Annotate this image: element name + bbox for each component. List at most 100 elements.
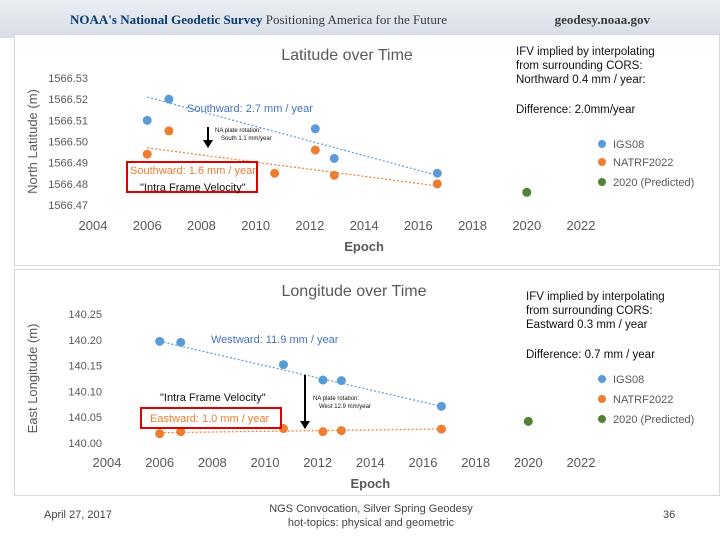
blue-rate-label: Southward: 2.7 mm / year <box>187 103 313 115</box>
legend-entry: IGS08 <box>613 374 644 386</box>
legend-marker <box>598 375 606 383</box>
data-point-igs08 <box>155 336 165 346</box>
footer-event-line-2: hot-topics: physical and geometric <box>287 517 455 529</box>
x-tick-label: 2020 <box>514 455 543 470</box>
x-tick-label: 2018 <box>458 218 487 233</box>
intra-frame-velocity-label: "Intra Frame Velocity" <box>140 182 246 194</box>
data-point-igs08 <box>164 94 174 104</box>
legend-marker <box>598 158 606 166</box>
x-tick-label: 2020 <box>512 218 541 233</box>
latitude-chart: Latitude over Time 1566.47 1566.48 1566.49 1… <box>25 47 694 254</box>
data-point-igs08 <box>176 337 186 347</box>
x-tick-label: 2006 <box>133 218 162 233</box>
data-point-igs08 <box>278 360 288 370</box>
footer-page-number: 36 <box>663 509 676 521</box>
legend-entry: IGS08 <box>613 139 644 151</box>
data-point-igs08 <box>432 168 442 178</box>
x-tick-label: 2010 <box>241 218 270 233</box>
highlight-box <box>126 161 258 193</box>
data-point-natrf2022 <box>329 170 339 180</box>
x-tick-label: 2016 <box>404 218 433 233</box>
x-tick-label: 2012 <box>303 455 332 470</box>
plate-rotation-label: NA plate rotation: <box>313 396 359 402</box>
longitude-chart-panel: Longitude over Time 140.00 140.05 140.10 140… <box>14 269 720 496</box>
plate-rotation-arrow-head <box>203 140 213 148</box>
orange-rate-label: Eastward: 1.0 mm / year <box>150 413 270 425</box>
data-point-natrf2022 <box>318 427 328 437</box>
data-point-natrf2022 <box>155 429 165 439</box>
footer-event: NGS Convocation, Silver Spring Geodesy h… <box>256 502 486 530</box>
lon-ifv-line-3: Eastward 0.3 mm / year <box>526 319 648 331</box>
lon-ifv-line-1: IFV implied by interpolating <box>526 291 665 303</box>
y-tick-label: 1566.49 <box>48 158 88 170</box>
data-point-natrf2022 <box>336 426 346 436</box>
x-tick-label: 2012 <box>295 218 324 233</box>
chart-title: Longitude over Time <box>282 283 427 300</box>
legend-entry: 2020 (Predicted) <box>613 414 694 426</box>
plate-rotation-rate: West 12.9 mm/year <box>319 404 371 410</box>
lon-ifv-line-2: from surrounding CORS: <box>526 305 653 317</box>
y-tick-label: 140.20 <box>68 335 102 347</box>
header-org: NOAA's National Geodetic Survey <box>70 12 263 27</box>
data-point-igs08 <box>318 375 328 385</box>
slide-header: NOAA's National Geodetic Survey Position… <box>0 0 720 38</box>
x-tick-label: 2008 <box>198 455 227 470</box>
x-tick-label: 2022 <box>567 218 596 233</box>
plate-rotation-arrow-head <box>300 421 310 429</box>
legend-marker <box>598 415 606 423</box>
legend-marker <box>598 140 606 148</box>
x-tick-label: 2022 <box>567 455 596 470</box>
longitude-chart: Longitude over Time 140.00 140.05 140.10 140… <box>25 283 694 491</box>
data-point-natrf2022 <box>310 145 320 155</box>
trend-line-igs08 <box>159 340 442 407</box>
data-point-natrf2022 <box>142 149 152 159</box>
lon-difference-note: Difference: 0.7 mm / year <box>526 349 655 361</box>
plate-rotation-label: NA plate rotation: <box>215 128 261 134</box>
data-point-natrf2022 <box>176 427 186 437</box>
data-point-natrf2022 <box>164 126 174 136</box>
data-point-predicted <box>522 187 532 197</box>
data-point-igs08 <box>336 376 346 386</box>
header-site: geodesy.noaa.gov <box>554 12 650 27</box>
data-point-natrf2022 <box>436 424 446 434</box>
data-point-igs08 <box>436 401 446 411</box>
data-point-igs08 <box>142 115 152 125</box>
x-tick-label: 2016 <box>409 455 438 470</box>
y-tick-label: 140.10 <box>68 386 102 398</box>
x-tick-label: 2004 <box>93 455 122 470</box>
x-tick-label: 2006 <box>145 455 174 470</box>
y-tick-label: 1566.51 <box>48 115 88 127</box>
trend-line-natrf2022 <box>159 428 442 434</box>
x-tick-label: 2014 <box>356 455 385 470</box>
header-tagline: Positioning America for the Future <box>262 12 447 27</box>
footer-date: April 27, 2017 <box>44 509 112 521</box>
chart-title: Latitude over Time <box>281 47 413 64</box>
x-axis-label: Epoch <box>344 239 384 254</box>
y-tick-label: 140.05 <box>68 412 102 424</box>
y-tick-label: 140.25 <box>68 309 102 321</box>
orange-rate-label: Southward: 1.6 mm / year <box>130 165 256 177</box>
legend-entry: NATRF2022 <box>613 157 673 169</box>
highlight-box <box>140 407 282 429</box>
data-point-natrf2022 <box>432 179 442 189</box>
header-title: NOAA's National Geodetic Survey Position… <box>70 12 447 28</box>
data-point-igs08 <box>329 153 339 163</box>
data-point-igs08 <box>310 124 320 134</box>
x-tick-label: 2018 <box>461 455 490 470</box>
y-tick-label: 1566.53 <box>48 73 88 85</box>
data-point-natrf2022 <box>270 168 280 178</box>
latitude-chart-panel: Latitude over Time 1566.47 1566.48 1566.49 1… <box>14 34 720 266</box>
lat-ifv-line-3: Northward 0.4 mm / year: <box>516 74 646 86</box>
y-axis-label: North Latitude (m) <box>25 89 40 194</box>
y-tick-label: 1566.50 <box>48 137 88 149</box>
lat-difference-note: Difference: 2.0mm/year <box>516 104 636 116</box>
lon-ifv-note: IFV implied by interpolating from surrou… <box>526 290 665 332</box>
lat-ifv-line-1: IFV implied by interpolating <box>516 46 655 58</box>
y-tick-label: 1566.47 <box>48 200 88 212</box>
legend-marker <box>598 395 606 403</box>
y-tick-label: 1566.52 <box>48 94 88 106</box>
data-point-predicted <box>523 416 533 426</box>
footer-event-line-1: NGS Convocation, Silver Spring Geodesy <box>269 503 473 515</box>
plate-rotation-rate: South 1.1 mm/year <box>221 136 272 142</box>
intra-frame-velocity-label: "Intra Frame Velocity" <box>160 392 266 404</box>
